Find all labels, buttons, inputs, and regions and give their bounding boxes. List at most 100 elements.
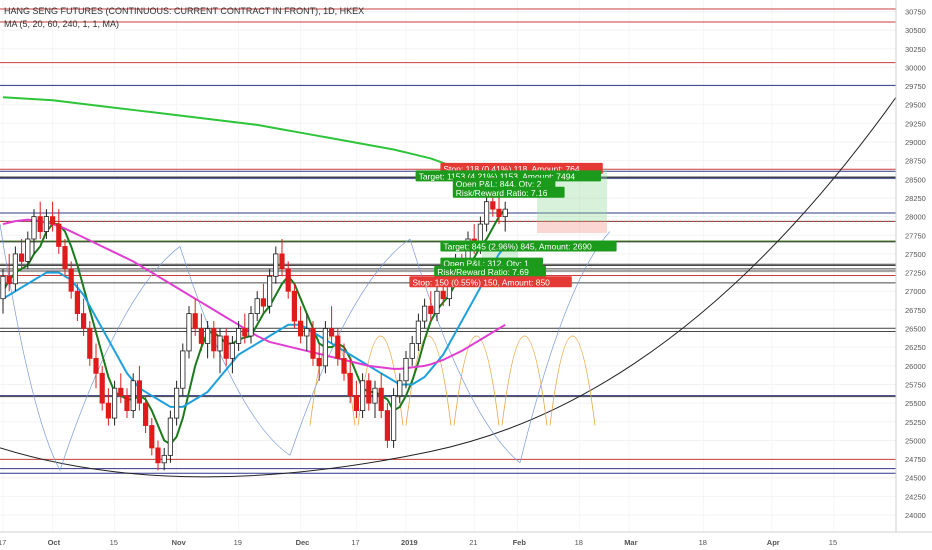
symbol-title[interactable]: HANG SENG FUTURES (CONTINUOUS: CURRENT C… (4, 6, 365, 16)
wave-arc (549, 335, 596, 426)
x-tick-label: Mar (624, 538, 637, 547)
candle-body (43, 216, 50, 232)
candle-body (155, 447, 161, 464)
candle-body (99, 372, 105, 404)
position-label-bg (434, 265, 546, 277)
price-axis: 24000 24250 24500 24750 25000 25250 25500 25750… (895, 0, 932, 550)
candle-body (198, 328, 204, 344)
y-tick-label: 26000 (905, 362, 926, 371)
candle-body (496, 208, 502, 218)
candle-body (161, 454, 167, 464)
position-label: Stop: 150 (0.55%) 150, Amount: 850 (412, 277, 550, 287)
x-tick-label: Apr (767, 538, 780, 547)
price-axis-bg (896, 0, 932, 550)
x-tick-label: 19 (234, 538, 242, 547)
candle-body (217, 335, 223, 352)
candle-body (490, 201, 496, 210)
y-tick-label: 26750 (905, 306, 926, 315)
y-tick-label: 26500 (905, 325, 926, 334)
candle-body (124, 395, 130, 411)
x-tick-label: 18 (699, 538, 707, 547)
position-label: Target: 845 (2.96%) 845, Amount: 2690 (443, 241, 592, 251)
candle-body (112, 387, 118, 419)
y-tick-label: 25250 (905, 418, 926, 427)
position-label-bg (452, 177, 556, 189)
y-tick-label: 24750 (905, 455, 926, 464)
candle-body (56, 223, 62, 247)
position-annotations: Stop: 118 (0.41%) 118, Amount: 764 Target… (409, 162, 617, 288)
candle-body (211, 328, 217, 352)
x-tick-label: 21 (469, 538, 477, 547)
y-tick-label: 25000 (905, 436, 926, 445)
y-tick-label: 28500 (905, 175, 926, 184)
wave-arc (405, 335, 452, 426)
candle-body (372, 387, 378, 404)
candle-body (50, 216, 56, 225)
wave-arc (453, 335, 500, 426)
cycle-arc (0, 224, 61, 471)
candle-body (310, 328, 316, 359)
y-tick-label: 29500 (905, 101, 926, 110)
time-axis: 17 Oct 15 Nov 19 Dec 17 2019 21 Feb 18 Mar 18 Apr 15 (0, 531, 932, 547)
candle-body (285, 268, 291, 292)
position-label-bg (440, 240, 617, 252)
candle-body (266, 275, 273, 307)
candle-body (366, 380, 372, 404)
candle-body (130, 380, 136, 411)
ma-line (2, 218, 506, 370)
y-tick-label: 27000 (905, 287, 926, 296)
candle-body (223, 335, 229, 359)
candle-body (403, 357, 409, 382)
candle-body (136, 380, 142, 404)
position-label: Stop: 118 (0.41%) 118, Amount: 764 (443, 164, 580, 174)
candle-body (254, 298, 260, 315)
y-tick-label: 27250 (905, 269, 926, 278)
candle-body (335, 335, 341, 359)
candle-body (180, 350, 186, 389)
candle-body (359, 380, 366, 411)
candle-body (440, 290, 446, 300)
candle-body (421, 305, 428, 322)
cycle-arc (59, 246, 181, 471)
candles (0, 179, 508, 471)
y-tick-label: 30750 (905, 7, 926, 16)
candle-body (341, 357, 347, 374)
candle-body (6, 275, 12, 285)
y-tick-label: 28000 (905, 213, 926, 222)
candle-body (18, 253, 25, 262)
candle-body (248, 313, 254, 337)
candle-body (409, 343, 415, 359)
position-label: Risk/Reward Ratio: 7.16 (456, 188, 548, 198)
candle-body (81, 313, 87, 329)
y-tick-label: 25500 (905, 399, 926, 408)
candle-body (37, 216, 43, 232)
candle-body (142, 402, 149, 426)
y-tick-label: 24500 (905, 474, 926, 483)
candle-body (353, 395, 360, 411)
candle-body (167, 417, 173, 456)
position-label: Risk/Reward Ratio: 7.69 (437, 267, 529, 277)
candle-body (434, 290, 440, 315)
candle-body (186, 313, 192, 352)
x-tick-label: Oct (48, 538, 61, 547)
candle-body (62, 246, 68, 270)
candle-body (384, 410, 391, 441)
y-tick-label: 24250 (905, 492, 926, 501)
candle-body (279, 253, 285, 270)
y-tick-label: 30500 (905, 26, 926, 35)
indicator-legend[interactable]: MA (5, 20, 60, 240, 1, 1, MA) (4, 19, 120, 29)
candle-body (74, 290, 80, 315)
x-tick-label: Feb (513, 538, 527, 547)
candle-body (149, 425, 155, 449)
candle-body (322, 328, 329, 367)
y-tick-label: 28250 (905, 194, 926, 203)
wave-arc (501, 335, 548, 426)
candle-body (68, 268, 74, 292)
candle-body (12, 253, 18, 285)
position-label-bg (409, 276, 572, 288)
x-tick-label: 18 (575, 538, 583, 547)
candle-body (347, 372, 353, 397)
candle-body (118, 387, 124, 397)
